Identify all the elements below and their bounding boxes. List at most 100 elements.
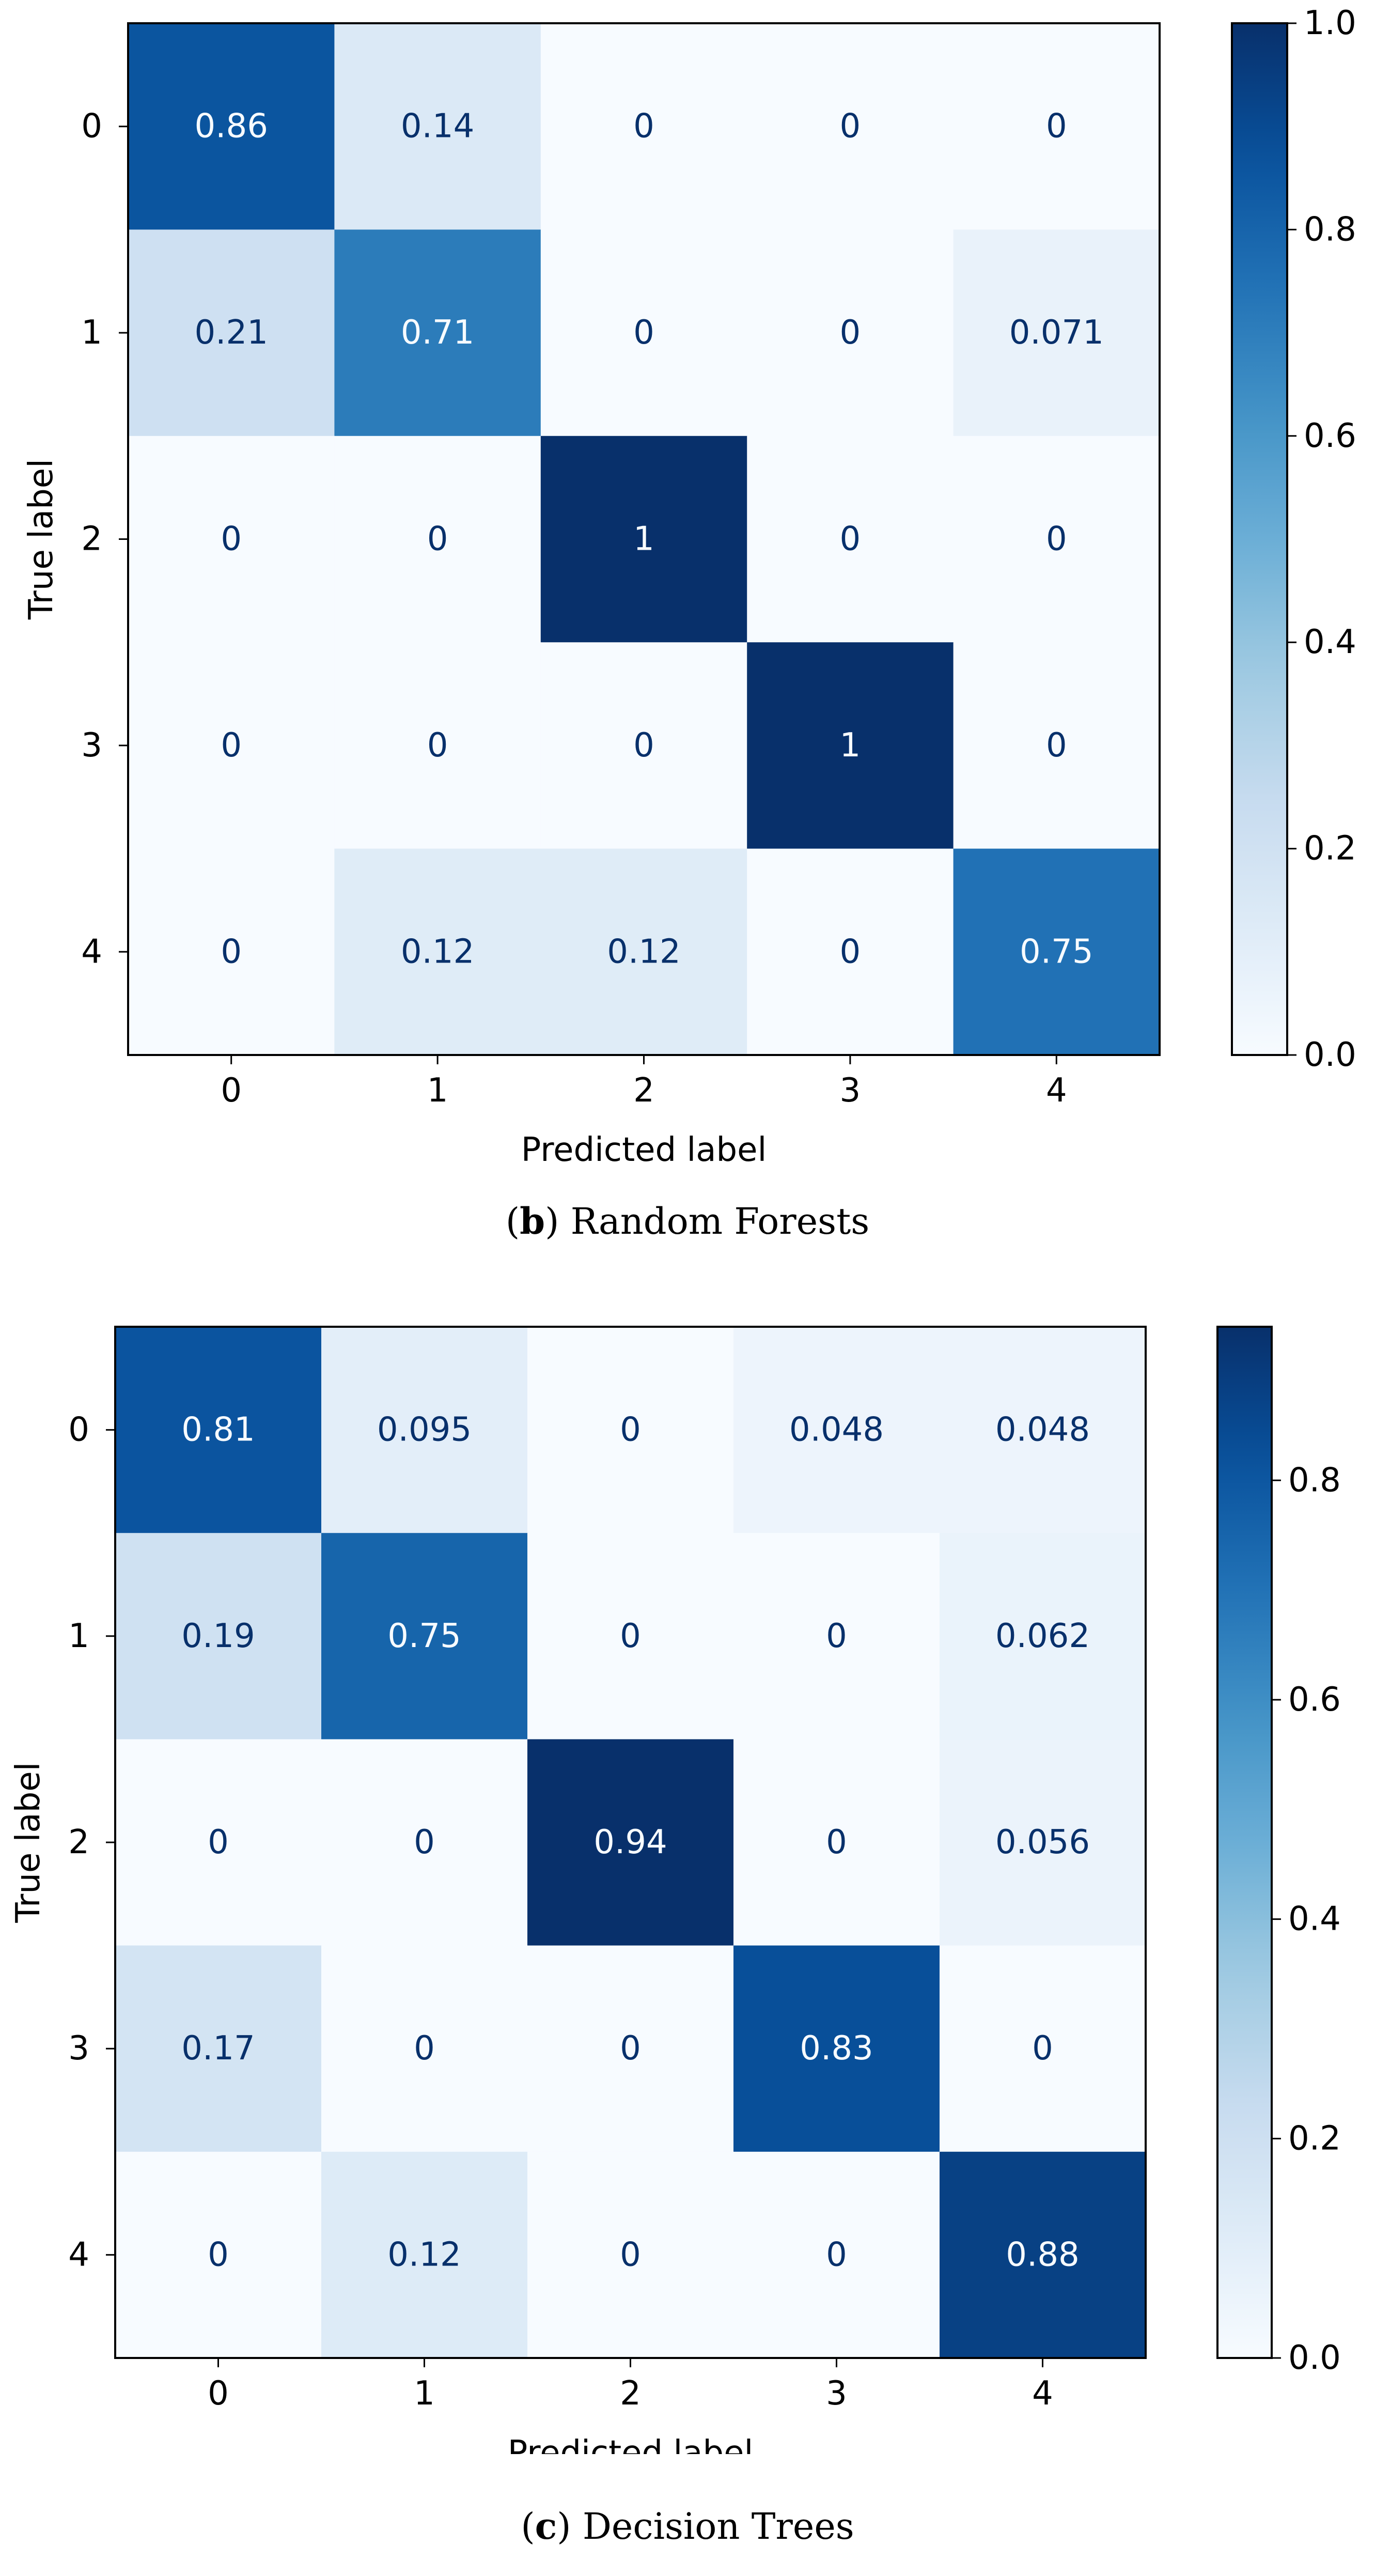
cell-value-label: 0.21 — [194, 314, 268, 352]
matrix-cell — [540, 848, 747, 1056]
colorbar-tick-label: 0.2 — [1304, 830, 1356, 868]
caption-b: (b) Random Forests — [505, 1200, 870, 1243]
x-tick-label: 1 — [414, 2375, 435, 2413]
matrix-cell — [115, 1533, 322, 1740]
y-tick-label: 0 — [68, 1411, 89, 1449]
matrix-cell — [527, 1739, 734, 1946]
cell-value-label: 0 — [633, 314, 654, 352]
matrix-cell — [540, 642, 747, 849]
y-tick-label: 3 — [81, 726, 102, 765]
colorbar-tick-label: 0.6 — [1304, 417, 1356, 455]
y-tick-label: 2 — [68, 1823, 89, 1861]
colorbar-tick-label: 1.0 — [1304, 4, 1356, 42]
matrix-cell — [321, 1945, 528, 2152]
cell-value-label: 1 — [840, 726, 861, 765]
cell-value-label: 0.81 — [181, 1411, 255, 1449]
cell-value-label: 0.095 — [377, 1411, 472, 1449]
cell-value-label: 0 — [1046, 520, 1067, 558]
colorbar-tick-label: 0.6 — [1288, 1681, 1341, 1719]
matrix-cell — [334, 848, 541, 1056]
cell-value-label: 0 — [840, 314, 861, 352]
cell-value-label: 0 — [414, 2029, 435, 2068]
y-tick-label: 2 — [81, 520, 102, 558]
y-tick-label: 4 — [81, 933, 102, 971]
x-tick-label: 0 — [208, 2375, 229, 2413]
y-axis-label: True label — [22, 459, 60, 620]
x-axis-label: Predicted label — [508, 2434, 754, 2454]
matrix-cell — [953, 23, 1160, 230]
matrix-cell — [733, 2151, 940, 2358]
matrix-cell — [733, 1945, 940, 2152]
matrix-cell — [334, 229, 541, 437]
y-tick-label: 1 — [81, 314, 102, 352]
cell-value-label: 0 — [826, 1823, 847, 1861]
matrix-cell — [527, 2151, 734, 2358]
y-tick-label: 4 — [68, 2236, 89, 2274]
matrix-cell — [540, 436, 747, 643]
x-tick-label: 2 — [633, 1072, 654, 1110]
cell-value-label: 0 — [221, 520, 242, 558]
matrix-cell — [115, 1327, 322, 1533]
cell-value-label: 0 — [620, 1617, 641, 1655]
matrix-cell — [953, 848, 1160, 1056]
y-tick-label: 0 — [81, 107, 102, 146]
cell-value-label: 0.12 — [387, 2236, 461, 2274]
matrix-cell — [940, 1533, 1146, 1740]
cell-value-label: 0.071 — [1009, 314, 1104, 352]
matrix-cell — [940, 1739, 1146, 1946]
matrix-cell — [940, 2151, 1146, 2358]
matrix-cell — [940, 1327, 1146, 1533]
cell-value-label: 0.75 — [1020, 933, 1093, 971]
cell-value-label: 0 — [208, 1823, 229, 1861]
x-tick-label: 1 — [427, 1072, 448, 1110]
cell-value-label: 0 — [1046, 107, 1067, 146]
matrix-cell — [115, 2151, 322, 2358]
matrix-cell — [747, 229, 954, 437]
colorbar — [1232, 23, 1287, 1055]
x-tick-label: 2 — [620, 2375, 641, 2413]
cell-value-label: 0.12 — [607, 933, 681, 971]
cell-value-label: 0 — [1032, 2029, 1053, 2068]
cell-value-label: 0.86 — [194, 107, 268, 146]
cell-value-label: 0 — [633, 726, 654, 765]
matrix-cell — [527, 1945, 734, 2152]
x-tick-label: 4 — [1032, 2375, 1053, 2413]
cell-value-label: 0.14 — [401, 107, 475, 146]
matrix-cell — [128, 848, 335, 1056]
x-tick-label: 3 — [840, 1072, 861, 1110]
y-tick-label: 3 — [68, 2029, 89, 2068]
matrix-cell — [733, 1327, 940, 1533]
colorbar — [1217, 1327, 1272, 2358]
y-axis-label: True label — [9, 1762, 48, 1923]
colorbar-tick-label: 0.0 — [1304, 1036, 1356, 1074]
matrix-cell — [115, 1739, 322, 1946]
matrix-cell — [953, 642, 1160, 849]
cell-value-label: 0.056 — [995, 1823, 1090, 1861]
matrix-cell — [747, 23, 954, 230]
matrix-cell — [334, 642, 541, 849]
cell-value-label: 0.048 — [995, 1411, 1090, 1449]
matrix-cell — [128, 642, 335, 849]
cell-value-label: 0 — [427, 726, 448, 765]
matrix-cell — [747, 642, 954, 849]
colorbar-tick-label: 0.2 — [1288, 2119, 1341, 2158]
matrix-cell — [321, 1739, 528, 1946]
cell-value-label: 0.048 — [789, 1411, 884, 1449]
cell-value-label: 0.19 — [181, 1617, 255, 1655]
matrix-cell — [540, 229, 747, 437]
matrix-cell — [527, 1533, 734, 1740]
cell-value-label: 0.71 — [401, 314, 475, 352]
matrix-cell — [733, 1739, 940, 1946]
x-tick-label: 4 — [1046, 1072, 1067, 1110]
cell-value-label: 0 — [414, 1823, 435, 1861]
matrix-cell — [128, 23, 335, 230]
caption-c: (c) Decision Trees — [521, 2505, 854, 2548]
cell-value-label: 0 — [840, 107, 861, 146]
matrix-cell — [953, 436, 1160, 643]
cell-value-label: 0 — [620, 2029, 641, 2068]
matrix-cell — [128, 436, 335, 643]
cell-value-label: 0 — [633, 107, 654, 146]
